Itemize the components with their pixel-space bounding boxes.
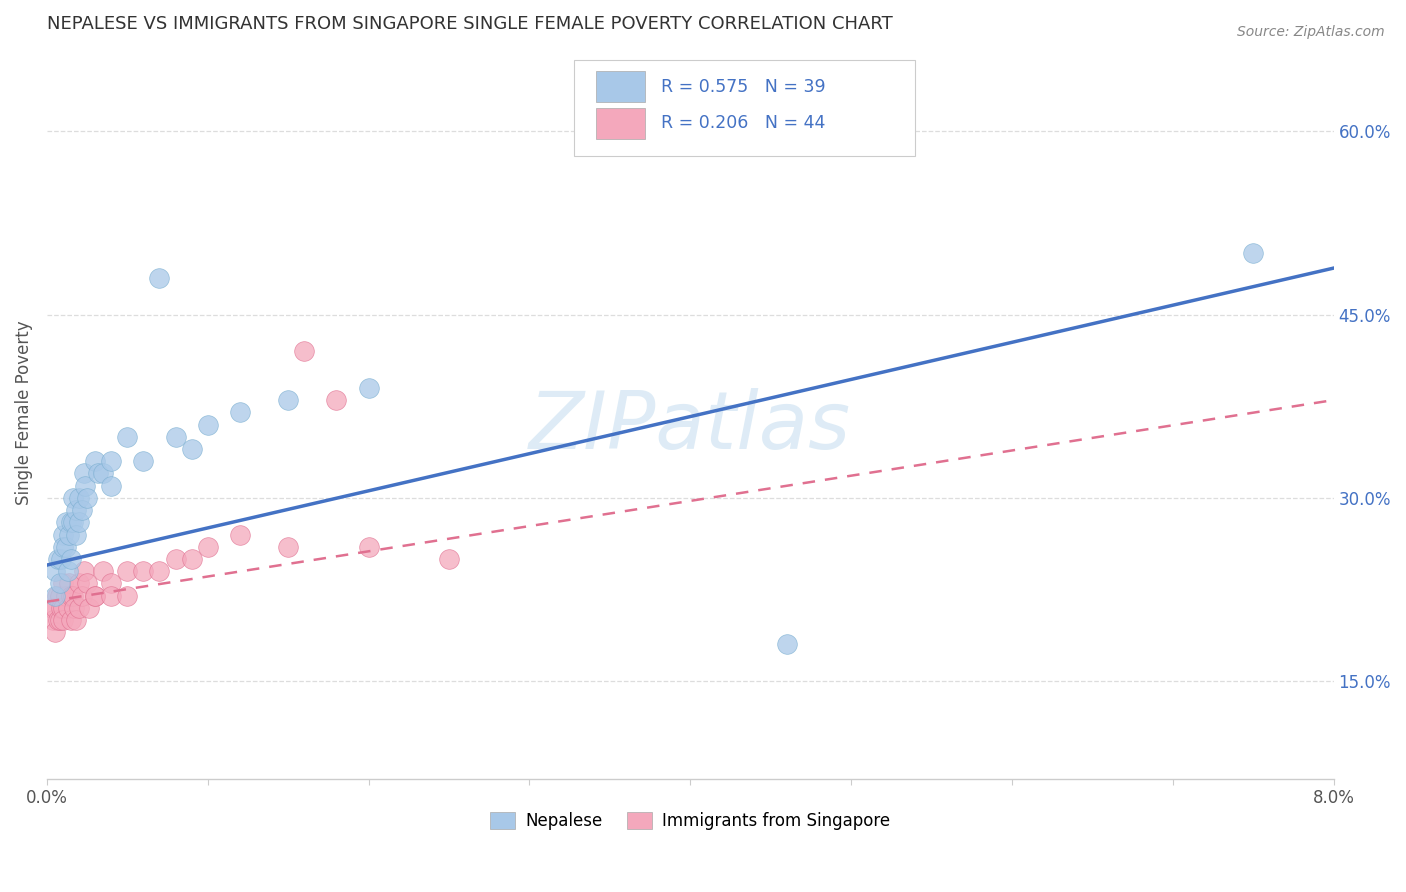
Point — [67, 600, 90, 615]
Point — [42, 613, 65, 627]
Text: NEPALESE VS IMMIGRANTS FROM SINGAPORE SINGLE FEMALE POVERTY CORRELATION CHART: NEPALESE VS IMMIGRANTS FROM SINGAPORE SI… — [46, 15, 893, 33]
Point — [75, 478, 97, 492]
Text: ZIPatlas: ZIPatlas — [529, 388, 851, 466]
Point — [55, 516, 77, 530]
Point — [73, 564, 96, 578]
Point — [56, 564, 79, 578]
Point — [132, 454, 155, 468]
Point — [45, 589, 67, 603]
FancyBboxPatch shape — [596, 108, 645, 139]
Point — [117, 430, 139, 444]
Point — [180, 552, 202, 566]
Point — [437, 552, 460, 566]
Point — [65, 527, 87, 541]
Point — [77, 600, 100, 615]
Point — [46, 552, 69, 566]
Point — [51, 600, 73, 615]
Point — [197, 417, 219, 432]
Point — [51, 552, 73, 566]
Point — [65, 503, 87, 517]
Point — [100, 589, 122, 603]
Point — [46, 613, 69, 627]
Point — [73, 467, 96, 481]
Point — [148, 271, 170, 285]
Point — [44, 625, 66, 640]
Y-axis label: Single Female Poverty: Single Female Poverty — [15, 320, 32, 505]
Point — [1241, 246, 1264, 260]
Point — [44, 600, 66, 615]
Point — [62, 491, 84, 505]
Point — [41, 600, 63, 615]
Text: Source: ZipAtlas.com: Source: ZipAtlas.com — [1237, 25, 1385, 39]
Point — [91, 467, 114, 481]
Point — [180, 442, 202, 456]
Point — [72, 503, 94, 517]
Point — [117, 589, 139, 603]
Point — [44, 564, 66, 578]
Legend: Nepalese, Immigrants from Singapore: Nepalese, Immigrants from Singapore — [484, 805, 897, 837]
Text: R = 0.206   N = 44: R = 0.206 N = 44 — [661, 114, 825, 132]
Point — [67, 576, 90, 591]
Point — [100, 478, 122, 492]
Point — [100, 576, 122, 591]
Point — [60, 516, 83, 530]
Point — [49, 576, 72, 591]
FancyBboxPatch shape — [575, 61, 915, 156]
Point — [56, 600, 79, 615]
Point — [357, 381, 380, 395]
Point — [62, 516, 84, 530]
Point — [229, 527, 252, 541]
Point — [84, 589, 107, 603]
Point — [63, 600, 86, 615]
Text: R = 0.575   N = 39: R = 0.575 N = 39 — [661, 78, 825, 95]
Point — [277, 540, 299, 554]
Point — [229, 405, 252, 419]
Point — [357, 540, 380, 554]
Point — [52, 613, 75, 627]
Point — [277, 393, 299, 408]
Point — [776, 638, 799, 652]
Point — [197, 540, 219, 554]
Point — [72, 589, 94, 603]
Point — [60, 552, 83, 566]
Point — [165, 430, 187, 444]
Point — [67, 491, 90, 505]
Point — [65, 613, 87, 627]
Point — [325, 393, 347, 408]
Point — [148, 564, 170, 578]
Point — [67, 516, 90, 530]
Point — [62, 589, 84, 603]
Point — [84, 589, 107, 603]
Point — [58, 527, 80, 541]
Point — [52, 600, 75, 615]
Point — [91, 564, 114, 578]
Point — [76, 576, 98, 591]
Point — [52, 527, 75, 541]
Point — [165, 552, 187, 566]
Point — [100, 454, 122, 468]
Point — [49, 589, 72, 603]
Point — [52, 540, 75, 554]
Point — [87, 467, 110, 481]
Point — [44, 589, 66, 603]
Point — [76, 491, 98, 505]
Point — [52, 576, 75, 591]
Point — [117, 564, 139, 578]
Point — [49, 613, 72, 627]
Point — [58, 576, 80, 591]
Point — [84, 454, 107, 468]
Point — [132, 564, 155, 578]
Point — [292, 344, 315, 359]
FancyBboxPatch shape — [596, 71, 645, 102]
Point — [60, 589, 83, 603]
Point — [55, 589, 77, 603]
Point — [55, 540, 77, 554]
Point — [60, 613, 83, 627]
